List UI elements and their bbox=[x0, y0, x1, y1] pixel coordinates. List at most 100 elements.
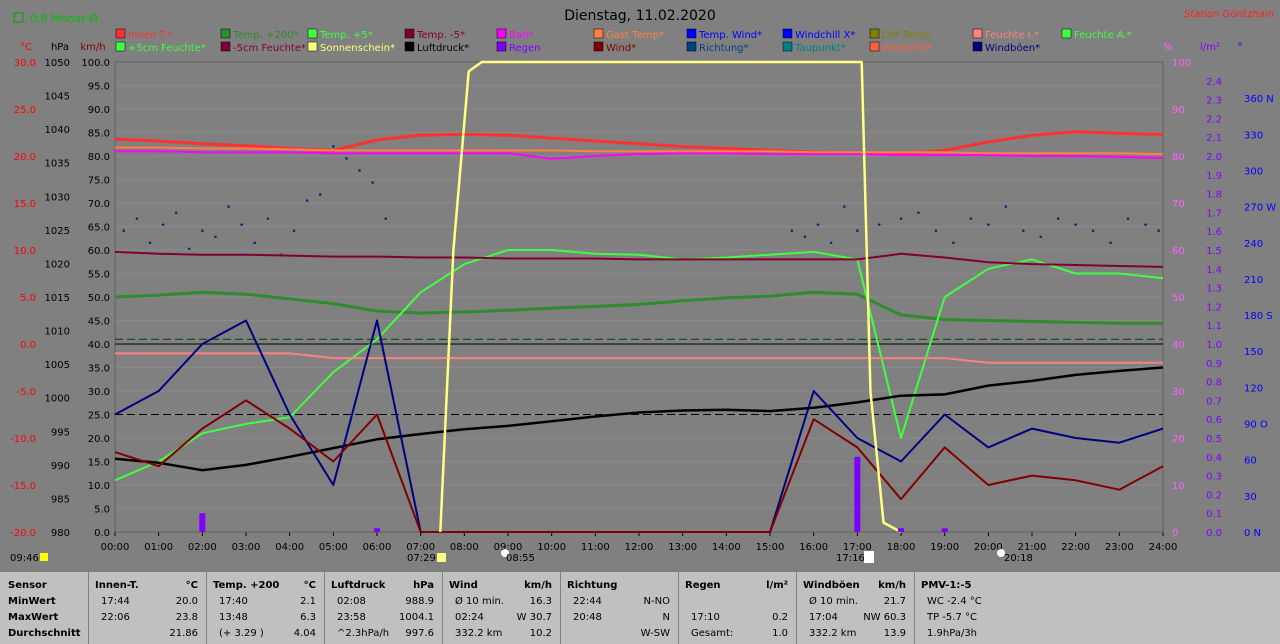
direction-point bbox=[917, 211, 920, 214]
sunrise-time: 07:29 bbox=[407, 553, 436, 564]
stats-max-value: 1004.1 bbox=[399, 612, 434, 623]
rain-tick-label: 2.2 bbox=[1206, 114, 1222, 125]
sun-moon-markers: 09:46 07:29 08:55 17:16 20:18 bbox=[10, 549, 1033, 564]
direction-tick-label: 330 bbox=[1244, 130, 1263, 141]
stats-max-value: N bbox=[662, 612, 670, 623]
direction-point bbox=[135, 217, 139, 220]
stats-row-max: MaxWert bbox=[8, 612, 59, 623]
series-line bbox=[114, 366, 1164, 472]
percent-tick-label: 100 bbox=[1172, 58, 1191, 69]
direction-point bbox=[934, 229, 938, 233]
stats-min-label: Ø 10 min. bbox=[455, 596, 504, 607]
direction-point bbox=[187, 247, 191, 251]
month-avg-icon bbox=[13, 12, 24, 23]
speed-tick-label: 90.0 bbox=[88, 105, 110, 116]
legend-swatch bbox=[593, 41, 604, 52]
rain-tick-label: 1.3 bbox=[1206, 284, 1222, 295]
speed-tick-label: 100.0 bbox=[81, 58, 110, 69]
pressure-tick-label: 1040 bbox=[45, 125, 70, 136]
stats-avg-value: W-SW bbox=[640, 628, 670, 639]
speed-tick-label: 35.0 bbox=[88, 364, 110, 375]
time-tick-label: 16:00 bbox=[799, 542, 828, 553]
stats-unit: °C bbox=[185, 580, 198, 591]
legend-label: Windchill* bbox=[882, 43, 932, 54]
time-tick-label: 03:00 bbox=[232, 542, 261, 553]
direction-tick-label: 300 bbox=[1244, 166, 1263, 177]
stats-row-avg: Durchschnitt bbox=[8, 628, 81, 639]
chart-title: Dienstag, 11.02.2020 bbox=[564, 8, 715, 24]
stats-max-value: 6.3 bbox=[300, 612, 316, 623]
stats-avg-value: 13.9 bbox=[883, 628, 906, 639]
speed-tick-label: 60.0 bbox=[88, 246, 110, 257]
stats-avg-label: Gesamt: bbox=[691, 628, 734, 639]
rain-tick-label: 0.9 bbox=[1206, 359, 1222, 370]
stats-min-value: 2.1 bbox=[300, 596, 316, 607]
stats-avg-value: 4.04 bbox=[293, 628, 316, 639]
direction-tick-label: 150 bbox=[1244, 347, 1263, 358]
legend-label: Wind* bbox=[606, 43, 636, 54]
stats-max-label: 22:06 bbox=[101, 612, 130, 623]
stats-section-s3: Temp. +200 °C 17:40 2.1 13:48 6.3 (+ 3.29 ) 4.0… bbox=[206, 572, 324, 644]
percent-tick-label: 40 bbox=[1172, 340, 1185, 351]
stats-section-s5: Wind km/h Ø 10 min. 16.3 02:24 W 30.7 332.2 km… bbox=[442, 572, 560, 644]
legend-swatch bbox=[686, 41, 697, 52]
percent-tick-label: 60 bbox=[1172, 246, 1185, 257]
unit-kmh: km/h bbox=[80, 42, 105, 53]
unit-percent: % bbox=[1163, 42, 1173, 53]
direction-point bbox=[1109, 241, 1112, 245]
time-tick-label: 24:00 bbox=[1149, 542, 1178, 553]
direction-tick-label: 240 bbox=[1244, 239, 1263, 250]
sunrise-icon bbox=[437, 553, 446, 562]
pressure-tick-label: 1050 bbox=[45, 58, 70, 69]
rain-tick-label: 0.8 bbox=[1206, 378, 1222, 389]
rain-bar bbox=[854, 456, 861, 532]
legend-swatch bbox=[869, 28, 880, 39]
temp-tick-label: 30.0 bbox=[14, 58, 36, 69]
rain-tick-label: 1.0 bbox=[1206, 340, 1222, 351]
stats-min-label: Ø 10 min. bbox=[809, 596, 858, 607]
direction-point bbox=[829, 241, 833, 245]
legend-label: +5cm Feuchte* bbox=[128, 43, 206, 54]
speed-tick-label: 5.0 bbox=[94, 505, 110, 516]
legend-swatch bbox=[593, 28, 604, 39]
stats-avg-label: 1.9hPa/3h bbox=[927, 628, 978, 639]
speed-tick-label: 80.0 bbox=[88, 152, 110, 163]
legend-label: Windböen* bbox=[985, 43, 1040, 54]
time-tick-label: 19:00 bbox=[930, 542, 959, 553]
direction-point bbox=[969, 217, 973, 220]
legend-swatch bbox=[782, 28, 793, 39]
pressure-tick-label: 1025 bbox=[45, 226, 70, 237]
time-tick-label: 15:00 bbox=[756, 542, 785, 553]
direction-tick-label: 180 S bbox=[1244, 311, 1273, 322]
stats-avg-value: 1.0 bbox=[772, 628, 788, 639]
temp-tick-label: 25.0 bbox=[14, 105, 36, 116]
rain-tick-label: 1.2 bbox=[1206, 302, 1222, 313]
stats-avg-value: 21.86 bbox=[169, 628, 198, 639]
temp-tick-label: -15.0 bbox=[10, 481, 36, 492]
direction-point bbox=[856, 229, 859, 233]
legend-swatch bbox=[782, 41, 793, 52]
stats-min-value: 20.0 bbox=[175, 596, 198, 607]
direction-point bbox=[1144, 223, 1147, 226]
stats-avg-value: 997.6 bbox=[405, 628, 434, 639]
direction-tick-label: 120 bbox=[1244, 383, 1263, 394]
rain-tick-label: 1.7 bbox=[1206, 208, 1222, 219]
stats-max-label: 17:10 bbox=[691, 612, 720, 623]
stats-section-s7: Regen l/m² 17:10 0.2 Gesamt: 1.0 bbox=[678, 572, 796, 644]
time-tick-label: 22:00 bbox=[1061, 542, 1090, 553]
rain-bar bbox=[941, 528, 948, 532]
legend-label: Richtung* bbox=[699, 43, 749, 54]
time-tick-label: 08:00 bbox=[450, 542, 479, 553]
time-tick-label: 00:00 bbox=[101, 542, 130, 553]
time-tick-label: 06:00 bbox=[363, 542, 392, 553]
direction-point bbox=[227, 205, 230, 208]
legend-swatch bbox=[496, 41, 507, 52]
direction-point bbox=[816, 223, 820, 226]
unit-rain: l/m² bbox=[1200, 42, 1220, 53]
direction-point bbox=[240, 223, 243, 226]
stats-max-value: W 30.7 bbox=[516, 612, 552, 623]
percent-tick-label: 70 bbox=[1172, 199, 1185, 210]
rain-tick-label: 2.3 bbox=[1206, 96, 1222, 107]
temp-tick-label: 5.0 bbox=[20, 293, 36, 304]
legend-label: Taupunkt* bbox=[794, 43, 846, 54]
